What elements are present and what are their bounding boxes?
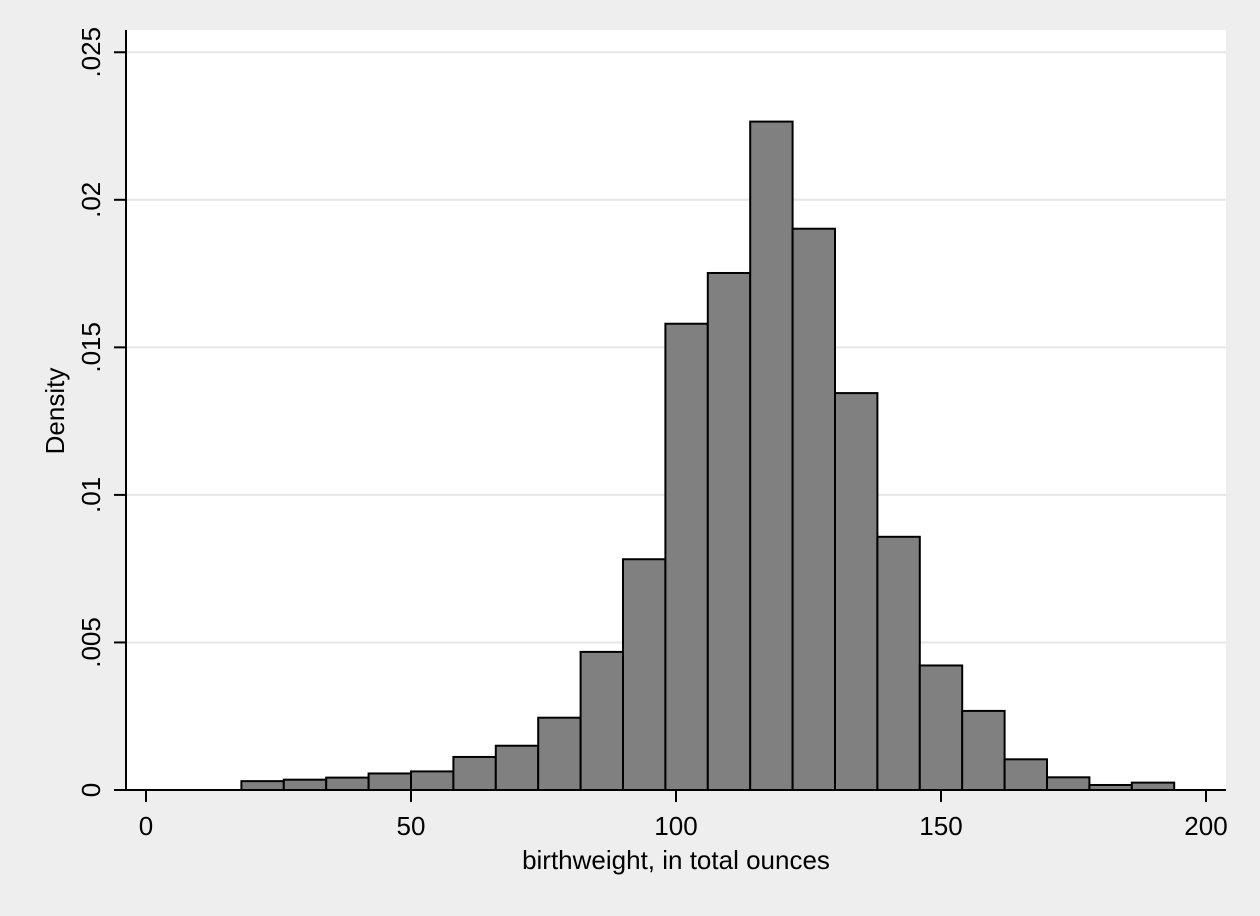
histogram-bar bbox=[791, 227, 836, 792]
histogram-bar bbox=[1046, 776, 1091, 792]
axes bbox=[114, 30, 1226, 802]
histogram-bar bbox=[452, 755, 497, 791]
histogram-bar bbox=[1003, 758, 1048, 791]
histogram-bar bbox=[240, 780, 285, 791]
histogram-bar bbox=[622, 558, 667, 792]
y-tick-label: .025 bbox=[76, 27, 106, 78]
x-tick-label: 0 bbox=[139, 811, 153, 841]
histogram-bar bbox=[410, 770, 455, 791]
histogram-bar bbox=[918, 664, 964, 791]
x-tick-label: 50 bbox=[397, 811, 426, 841]
y-tick-label: .01 bbox=[76, 477, 106, 513]
histogram-bar bbox=[579, 650, 624, 791]
histogram-bar bbox=[749, 120, 794, 791]
y-tick-label: 0 bbox=[76, 783, 106, 797]
histogram-bar bbox=[876, 535, 921, 791]
y-tick-label: .005 bbox=[76, 617, 106, 668]
histogram-bar bbox=[537, 716, 582, 791]
histogram-bar bbox=[961, 709, 1006, 792]
y-axis-title: Density bbox=[40, 368, 70, 455]
histogram-bar bbox=[834, 392, 879, 791]
y-tick-label: .02 bbox=[76, 182, 106, 218]
histogram-bars bbox=[240, 120, 1176, 792]
x-tick-label: 200 bbox=[1184, 811, 1227, 841]
histogram-bar bbox=[325, 776, 370, 791]
histogram-bar bbox=[1130, 781, 1176, 791]
x-axis-title: birthweight, in total ounces bbox=[522, 845, 830, 875]
histogram-bar bbox=[494, 744, 540, 791]
histogram-bar bbox=[664, 322, 709, 791]
histogram-bar bbox=[706, 271, 752, 791]
x-tick-label: 100 bbox=[654, 811, 697, 841]
tick-labels: 0 50 100 150 200 0 .005 .01 .015 .02 .025 bbox=[76, 27, 1228, 841]
histogram-bar bbox=[367, 772, 413, 792]
x-tick-label: 150 bbox=[919, 811, 962, 841]
histogram-bar bbox=[282, 778, 328, 792]
y-tick-label: .015 bbox=[76, 322, 106, 373]
